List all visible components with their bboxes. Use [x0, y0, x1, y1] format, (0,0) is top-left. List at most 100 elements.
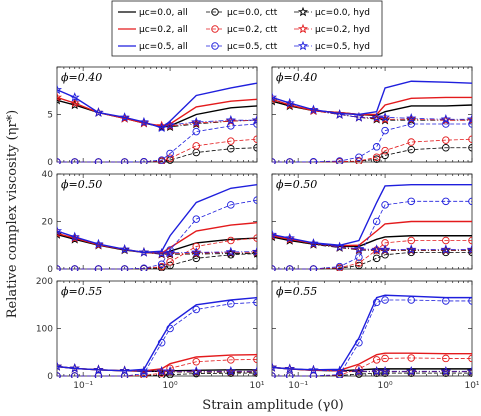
circle-marker — [285, 158, 294, 164]
y-tick-label: 5 — [47, 111, 53, 121]
circle-marker — [227, 144, 235, 153]
star-marker — [440, 113, 451, 124]
legend-star-marker — [298, 40, 308, 51]
star-marker — [334, 109, 345, 119]
y-tick-label: 0 — [47, 265, 53, 275]
circle-marker — [407, 354, 415, 362]
star-marker — [57, 84, 62, 95]
panel-title: ϕ=0.40 — [61, 71, 102, 84]
circle-marker — [253, 144, 257, 152]
circle-marker — [468, 369, 472, 377]
legend-label: μc=0.0, all — [139, 8, 188, 18]
legend-label: μc=0.2, ctt — [227, 25, 278, 35]
circle-marker — [442, 248, 450, 257]
circle-marker — [468, 197, 472, 206]
y-tick-label: 0 — [47, 158, 53, 168]
panel-title: ϕ=0.40 — [276, 71, 317, 84]
circle-marker — [157, 369, 166, 377]
panel-5: 10⁻¹ 10⁰ 10¹ 0 100 200 ϕ=0.55 — [36, 277, 265, 391]
circle-marker — [442, 136, 450, 144]
panel-1: 0 5 ϕ=0.40 — [47, 66, 258, 168]
circle-marker — [442, 236, 450, 245]
star-marker — [93, 107, 104, 117]
circle-marker — [381, 296, 389, 304]
star-marker — [308, 238, 319, 248]
star-marker — [353, 365, 364, 376]
star-marker — [69, 92, 80, 102]
star-marker — [252, 365, 257, 376]
series-line — [57, 230, 257, 254]
y-tick-label: 20 — [42, 218, 54, 228]
circle-marker — [468, 354, 472, 363]
star-marker — [156, 248, 167, 258]
circle-marker — [372, 298, 381, 307]
star-marker — [252, 114, 257, 125]
circle-marker — [227, 122, 235, 130]
circle-marker — [57, 158, 61, 164]
series-line — [57, 97, 257, 127]
legend-label: μc=0.5, ctt — [227, 42, 278, 52]
circle-marker — [381, 151, 389, 160]
y-axis-label: Relative complex viscosity (ηr*) — [5, 110, 20, 318]
circle-marker — [355, 253, 363, 261]
series-line — [272, 138, 472, 163]
star-marker — [69, 363, 80, 373]
circle-marker — [157, 262, 166, 271]
circle-marker — [253, 135, 257, 143]
circle-marker — [355, 153, 363, 161]
series-line — [57, 301, 257, 377]
circle-marker — [192, 142, 200, 150]
star-marker — [353, 243, 364, 254]
series-line — [57, 372, 257, 377]
series-line — [57, 99, 257, 128]
circle-marker — [227, 250, 235, 259]
circle-marker — [57, 372, 61, 378]
star-marker — [165, 365, 176, 376]
star-marker — [272, 362, 277, 372]
circle-marker — [70, 372, 79, 378]
x-tick-label: 10¹ — [249, 381, 264, 391]
circle-marker — [442, 197, 450, 206]
circle-marker — [253, 298, 257, 307]
series-line — [272, 236, 472, 251]
series-line — [272, 98, 472, 121]
circle-marker — [309, 265, 318, 271]
legend: μc=0.0, all μc=0.0, ctt μc=0.0, hyd μc=0.2,… — [111, 0, 383, 57]
legend-label: μc=0.5, hyd — [315, 42, 370, 52]
star-marker — [225, 114, 236, 125]
series-line — [272, 299, 472, 377]
circle-marker — [166, 154, 174, 162]
star-marker — [119, 244, 130, 254]
circle-marker — [166, 149, 174, 158]
star-marker — [284, 363, 295, 374]
series-line — [57, 147, 257, 163]
star-marker — [57, 361, 62, 371]
star-marker — [165, 247, 176, 258]
star-marker — [380, 112, 391, 122]
series-line — [57, 89, 257, 129]
circle-marker — [407, 120, 415, 128]
x-tick-label: 10⁰ — [378, 381, 393, 391]
circle-marker — [355, 157, 363, 164]
x-tick-label: 10⁻¹ — [288, 381, 308, 391]
circle-marker — [372, 143, 381, 151]
star-marker — [406, 365, 417, 376]
circle-marker — [442, 369, 450, 377]
legend-label: μc=0.2, hyd — [315, 25, 370, 35]
star-marker — [440, 365, 451, 376]
circle-marker — [140, 264, 148, 271]
legend-label: μc=0.0, ctt — [227, 8, 278, 18]
circle-marker — [192, 127, 200, 136]
circle-marker — [272, 265, 276, 271]
star-marker — [191, 365, 202, 376]
panel-2: ϕ=0.40 — [271, 66, 473, 164]
star-marker — [284, 97, 295, 108]
star-marker — [406, 113, 417, 123]
star-marker — [156, 122, 167, 133]
legend-star-marker — [298, 23, 308, 34]
circle-marker — [166, 246, 174, 254]
circle-marker — [227, 356, 235, 364]
circle-marker — [253, 234, 257, 242]
legend-label: μc=0.5, all — [139, 42, 188, 52]
